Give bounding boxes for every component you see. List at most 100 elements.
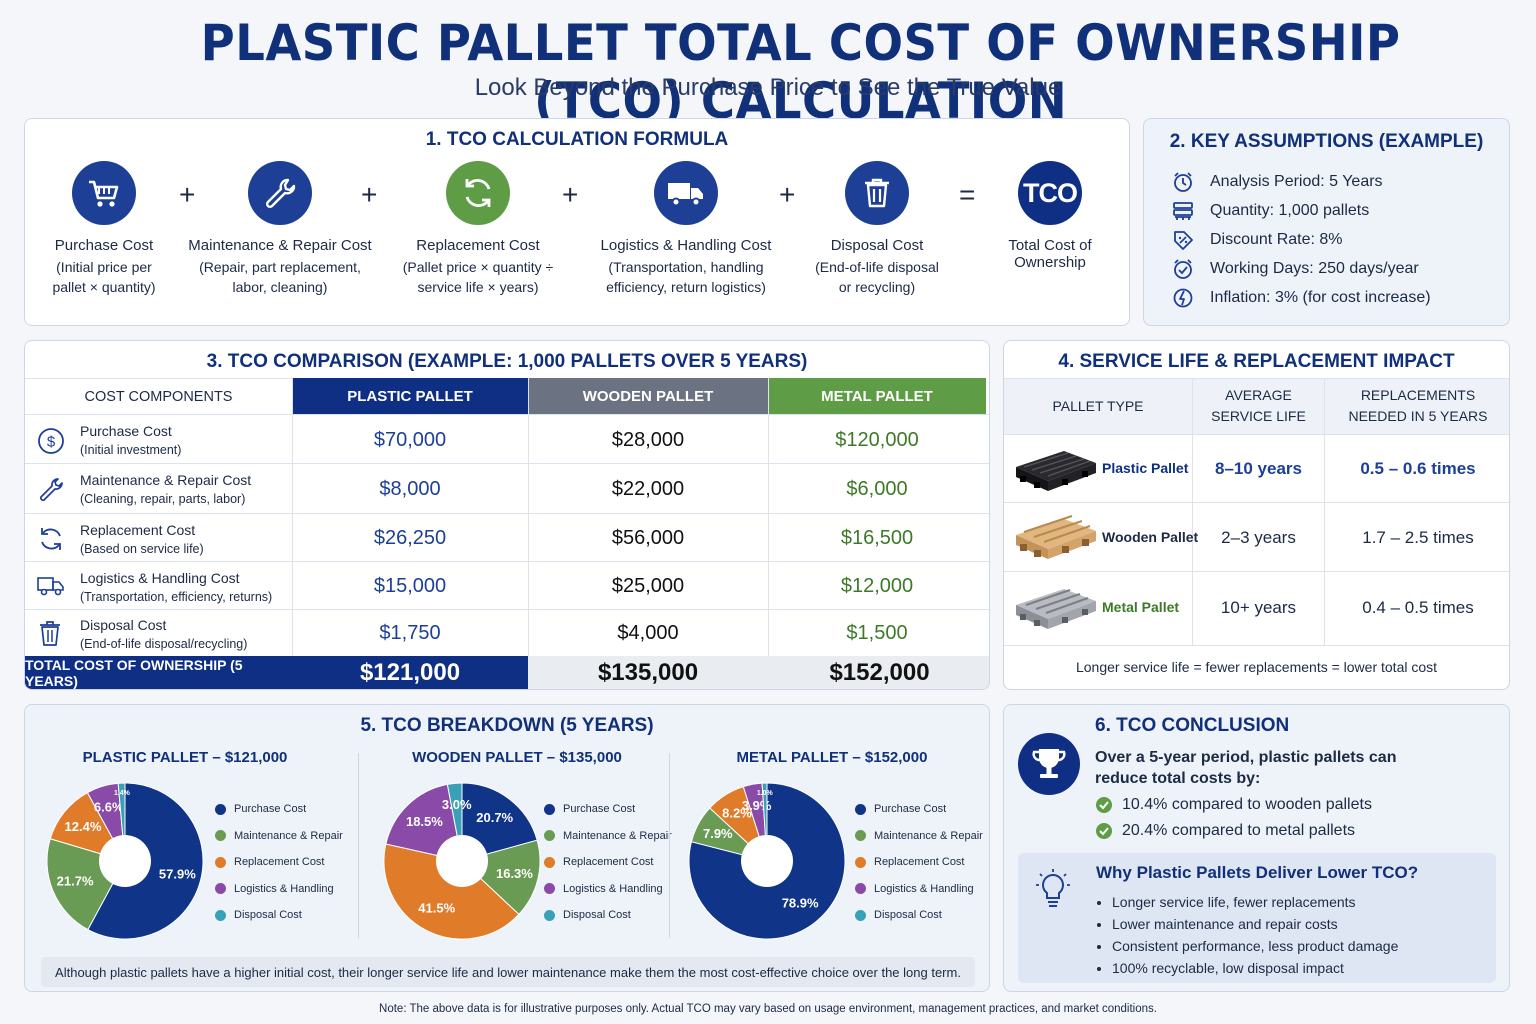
- why-item: Consistent performance, less product dam…: [1112, 935, 1398, 957]
- plastic-value: $26,250: [373, 527, 447, 549]
- comparison-panel: 3. TCO COMPARISON (EXAMPLE: 1,000 PALLET…: [24, 340, 990, 690]
- page-subtitle: Look Beyond the Purchase Price to See th…: [474, 74, 1062, 101]
- cost-row-name: Logistics & Handling Cost: [80, 570, 240, 586]
- lightbulb-icon: [1036, 869, 1070, 907]
- assumption-label: Quantity:: [1210, 202, 1275, 219]
- legend-item: Disposal Cost: [215, 902, 343, 929]
- breakdown-footer: Although plastic pallets have a higher i…: [41, 957, 975, 987]
- truck-icon: [654, 161, 718, 225]
- assumption-label: Analysis Period:: [1210, 173, 1325, 190]
- formula-item-maintenance: Maintenance & Repair Cost (Repair, part …: [185, 161, 375, 297]
- assumption-label: Working Days:: [1210, 260, 1314, 277]
- legend-swatch: [544, 803, 555, 815]
- legend-swatch: [215, 856, 226, 868]
- why-box: Why Plastic Pallets Deliver Lower TCO? L…: [1018, 853, 1496, 983]
- legend-swatch: [215, 803, 226, 815]
- formula-item-replacement: Replacement Cost (Pallet price × quantit…: [383, 161, 573, 297]
- assumption-label: Discount Rate:: [1210, 231, 1315, 248]
- percent-tag-icon: [1174, 231, 1193, 250]
- conclusion-title: 6. TCO CONCLUSION: [1095, 715, 1290, 736]
- legend-label: Maintenance & Repair: [563, 829, 672, 842]
- refresh-icon: [446, 161, 510, 225]
- legend-label: Logistics & Handling: [874, 882, 974, 895]
- footnote: Note: The above data is for illustrative…: [379, 1003, 1157, 1015]
- pie-legend-plastic: Purchase Cost Maintenance & Repair Replace…: [215, 796, 343, 929]
- cost-row-sub: (Based on service life): [80, 542, 204, 556]
- conclusion-point: 10.4% compared to wooden pallets: [1096, 796, 1372, 814]
- metal-value: $1,500: [846, 622, 908, 644]
- legend-item: Replacement Cost: [855, 849, 983, 876]
- cart-icon: [72, 161, 136, 225]
- legend-item: Disposal Cost: [544, 902, 672, 929]
- legend-label: Replacement Cost: [234, 856, 325, 869]
- plus-operator: +: [179, 179, 196, 210]
- service-life-value: 10+ years: [1220, 598, 1297, 617]
- assumption-value: 1,000 pallets: [1278, 202, 1370, 219]
- assumptions-title: 2. KEY ASSUMPTIONS (EXAMPLE): [1169, 131, 1484, 152]
- metal-value: $16,500: [840, 527, 914, 549]
- pallet-type-name: Plastic Pallet: [1102, 460, 1189, 476]
- conclusion-panel: 6. TCO CONCLUSION Over a 5-year period, …: [1003, 704, 1510, 992]
- formula-item-desc: (Repair, part replacement, labor, cleanin…: [199, 259, 361, 295]
- legend-label: Disposal Cost: [234, 909, 302, 922]
- pie-slice-label: 57.9%: [159, 866, 196, 881]
- formula-item-logistics: Logistics & Handling Cost (Transportatio…: [579, 161, 793, 297]
- donut-hole: [99, 835, 151, 887]
- wooden-value: $28,000: [611, 429, 685, 451]
- plastic-pallet-icon: [1016, 451, 1096, 491]
- check-icon: [1096, 797, 1112, 813]
- pie-slice-label: 8.2%: [722, 806, 752, 821]
- legend-item: Purchase Cost: [215, 796, 343, 823]
- pallet-type-name: Metal Pallet: [1102, 599, 1180, 615]
- cost-row-name: Purchase Cost: [80, 423, 172, 439]
- legend-item: Maintenance & Repair: [855, 823, 983, 850]
- assumption-value: 5 Years: [1329, 173, 1383, 190]
- legend-swatch: [855, 803, 866, 815]
- assumption-row: Discount Rate: 8%: [1172, 229, 1343, 251]
- wooden-value: $56,000: [611, 527, 685, 549]
- formula-item-purchase: Purchase Cost (Initial price per pallet ×…: [9, 161, 199, 297]
- formula-item-desc: (End-of-life disposal or recycling): [815, 259, 939, 295]
- trash-icon: [40, 621, 60, 646]
- header-replacements: REPLACEMENTS NEEDED IN 5 YEARS: [1325, 378, 1509, 434]
- truck-icon: [37, 577, 64, 596]
- legend-label: Replacement Cost: [563, 856, 654, 869]
- comparison-title: 3. TCO COMPARISON (EXAMPLE: 1,000 PALLET…: [206, 351, 808, 372]
- plus-operator: +: [779, 179, 796, 210]
- pie-legend-metal: Purchase Cost Maintenance & Repair Replace…: [855, 796, 983, 929]
- metal-value: $6,000: [846, 478, 908, 500]
- legend-item: Purchase Cost: [544, 796, 672, 823]
- header-cost-components: COST COMPONENTS: [25, 378, 292, 414]
- service-life-value: 8–10 years: [1215, 459, 1302, 478]
- equals-operator: =: [959, 179, 976, 210]
- formula-item-name: Replacement Cost: [416, 237, 540, 254]
- trash-icon: [845, 161, 909, 225]
- page-title: PLASTIC PALLET TOTAL COST OF OWNERSHIP (…: [200, 14, 1401, 130]
- pie-slice-label: 6.6%: [94, 799, 124, 814]
- formula-item-desc: (Transportation, handling efficiency, ret…: [606, 259, 766, 295]
- pie-slice-label: 20.7%: [476, 810, 513, 825]
- why-item: Lower maintenance and repair costs: [1112, 913, 1398, 935]
- clock-icon: [1174, 172, 1192, 192]
- pie-slice-label: 1.4%: [114, 790, 131, 797]
- legend-swatch: [544, 830, 555, 842]
- plus-operator: +: [361, 179, 378, 210]
- formula-item-desc: (Initial price per pallet × quantity): [52, 259, 156, 295]
- wooden-pallet-icon: [1016, 515, 1096, 559]
- pie-slice: [383, 843, 520, 940]
- formula-result-tco: TCO Total Cost of Ownership: [955, 161, 1145, 271]
- legend-item: Logistics & Handling: [855, 876, 983, 903]
- legend-label: Purchase Cost: [563, 803, 636, 816]
- cost-row-sub: (Cleaning, repair, parts, labor): [80, 492, 246, 506]
- legend-item: Logistics & Handling: [215, 876, 343, 903]
- legend-label: Maintenance & Repair: [874, 829, 983, 842]
- legend-swatch: [544, 856, 555, 868]
- legend-label: Disposal Cost: [563, 909, 631, 922]
- legend-label: Maintenance & Repair: [234, 829, 343, 842]
- formula-title: 1. TCO CALCULATION FORMULA: [425, 129, 729, 150]
- service-life-panel: 4. SERVICE LIFE & REPLACEMENT IMPACT PAL…: [1003, 340, 1510, 690]
- legend-item: Purchase Cost: [855, 796, 983, 823]
- plus-operator: +: [562, 179, 579, 210]
- total-wooden: $135,000: [528, 656, 768, 689]
- formula-result-name: Total Cost of Ownership: [1008, 237, 1092, 271]
